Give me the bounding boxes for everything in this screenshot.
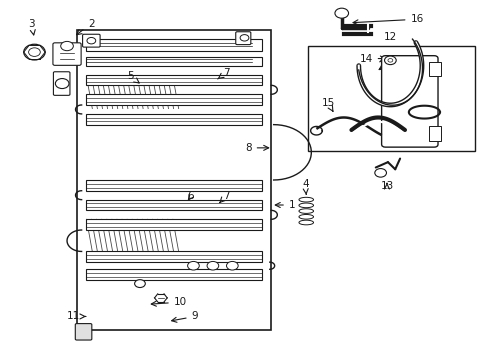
- Ellipse shape: [298, 220, 313, 225]
- Text: 13: 13: [380, 181, 393, 192]
- Circle shape: [387, 59, 392, 62]
- Ellipse shape: [298, 215, 313, 219]
- Bar: [307, 46, 474, 152]
- Text: 19: 19: [377, 62, 390, 71]
- FancyBboxPatch shape: [75, 324, 92, 340]
- Text: 12: 12: [383, 32, 396, 42]
- Bar: [77, 30, 271, 330]
- Text: 8: 8: [244, 143, 268, 153]
- Text: 9: 9: [171, 311, 198, 322]
- Bar: [86, 180, 261, 191]
- Bar: [86, 200, 261, 210]
- Ellipse shape: [298, 209, 313, 213]
- Circle shape: [29, 48, 40, 57]
- Text: 10: 10: [151, 297, 186, 307]
- Bar: [428, 126, 441, 141]
- Bar: [86, 114, 261, 125]
- Text: 2: 2: [77, 18, 95, 35]
- Text: 18: 18: [421, 98, 434, 108]
- Circle shape: [134, 280, 145, 288]
- Ellipse shape: [298, 203, 313, 208]
- Text: 6: 6: [187, 191, 194, 201]
- Text: 5: 5: [127, 71, 139, 83]
- Circle shape: [240, 35, 248, 41]
- Text: 7: 7: [219, 191, 229, 203]
- Circle shape: [187, 261, 199, 270]
- FancyBboxPatch shape: [381, 56, 437, 147]
- Text: 14: 14: [359, 54, 385, 64]
- Text: 16: 16: [352, 14, 423, 25]
- FancyBboxPatch shape: [235, 32, 250, 45]
- Circle shape: [87, 37, 96, 44]
- Text: 3: 3: [28, 18, 35, 35]
- Circle shape: [334, 8, 348, 18]
- Bar: [86, 75, 261, 85]
- Text: 17: 17: [399, 118, 419, 128]
- Bar: [428, 62, 441, 76]
- Bar: [86, 219, 261, 230]
- Text: 11: 11: [66, 311, 85, 321]
- FancyBboxPatch shape: [53, 72, 70, 95]
- Text: 1: 1: [275, 200, 295, 210]
- Circle shape: [374, 168, 386, 177]
- Text: 4: 4: [302, 179, 308, 194]
- Circle shape: [206, 261, 218, 270]
- Bar: [86, 251, 261, 262]
- Bar: [86, 269, 261, 280]
- Bar: [86, 57, 261, 66]
- Text: 15: 15: [321, 98, 334, 111]
- FancyBboxPatch shape: [82, 34, 100, 47]
- FancyBboxPatch shape: [53, 43, 81, 65]
- Text: 7: 7: [217, 68, 229, 79]
- Circle shape: [384, 56, 395, 64]
- Bar: [86, 94, 261, 105]
- Circle shape: [55, 78, 69, 89]
- Bar: [86, 39, 261, 51]
- Circle shape: [61, 41, 73, 51]
- Ellipse shape: [298, 197, 313, 202]
- Circle shape: [24, 44, 45, 60]
- Circle shape: [226, 261, 238, 270]
